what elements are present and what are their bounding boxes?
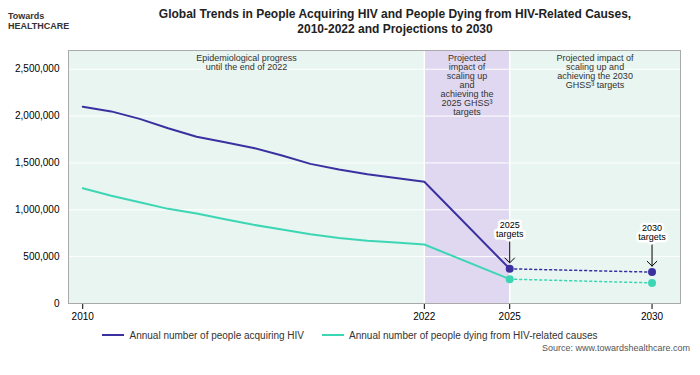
svg-text:Epidemiological progressuntil: Epidemiological progressuntil the end of… bbox=[196, 53, 297, 72]
svg-text:0: 0 bbox=[54, 298, 60, 309]
svg-text:Projected impact ofscaling up: Projected impact ofscaling up andachievi… bbox=[557, 53, 635, 90]
svg-text:2010: 2010 bbox=[72, 311, 95, 322]
html-text:Global Trends in People Acquir: Global Trends in People Acquiring HIV an… bbox=[158, 7, 632, 36]
svg-text:2025targets: 2025targets bbox=[496, 220, 524, 239]
html-text:Annual number of people acquir: Annual number of people acquiring HIV bbox=[129, 329, 304, 341]
svg-text:1,500,000: 1,500,000 bbox=[15, 157, 60, 168]
svg-text:Projectedimpact ofscaling upan: Projectedimpact ofscaling upandachieving… bbox=[440, 53, 493, 117]
svg-text:2030: 2030 bbox=[641, 311, 664, 322]
html-text:Annual number of people dying: Annual number of people dying from HIV-r… bbox=[349, 329, 598, 341]
svg-text:2,000,000: 2,000,000 bbox=[15, 110, 60, 121]
svg-text:2025: 2025 bbox=[499, 311, 522, 322]
svg-text:2,500,000: 2,500,000 bbox=[15, 63, 60, 74]
svg-text:2030targets: 2030targets bbox=[638, 223, 666, 242]
html-text:Source: www.towardshealthcare.: Source: www.towardshealthcare.com bbox=[541, 343, 690, 353]
svg-text:2022: 2022 bbox=[413, 311, 436, 322]
svg-text:500,000: 500,000 bbox=[23, 251, 60, 262]
svg-text:1,000,000: 1,000,000 bbox=[15, 204, 60, 215]
html-text:Towards HEALTHCARE: Towards HEALTHCARE bbox=[8, 11, 70, 31]
